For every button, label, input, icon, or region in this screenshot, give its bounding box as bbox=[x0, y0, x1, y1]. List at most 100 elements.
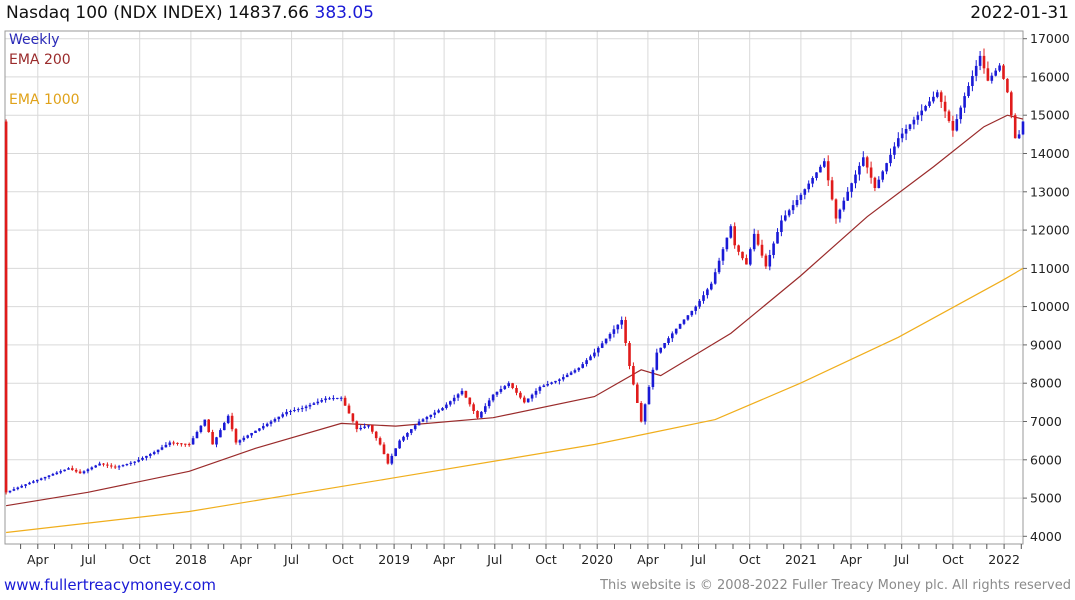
candle bbox=[289, 409, 292, 415]
y-tick-label: 8000 bbox=[1030, 376, 1062, 391]
candle bbox=[195, 430, 199, 439]
candle bbox=[815, 172, 818, 181]
candle bbox=[246, 434, 249, 439]
candle bbox=[772, 241, 775, 259]
y-tick-label: 10000 bbox=[1030, 299, 1070, 314]
candle bbox=[698, 299, 701, 309]
candle bbox=[371, 424, 374, 434]
candle bbox=[129, 461, 133, 466]
candle bbox=[78, 469, 82, 474]
candle bbox=[756, 230, 760, 247]
candle bbox=[495, 391, 499, 397]
candle bbox=[187, 442, 191, 447]
candle bbox=[382, 442, 386, 455]
candle bbox=[562, 374, 565, 382]
candle bbox=[16, 486, 20, 491]
candle bbox=[858, 162, 861, 181]
candle bbox=[297, 407, 300, 413]
candle bbox=[332, 395, 335, 401]
x-tick-label: Jul bbox=[486, 552, 502, 567]
candle bbox=[386, 453, 390, 465]
y-tick-label: 12000 bbox=[1030, 223, 1070, 238]
candle bbox=[616, 324, 620, 334]
candle bbox=[546, 380, 549, 387]
candle bbox=[378, 436, 382, 446]
candle bbox=[885, 162, 888, 175]
instrument-name: Nasdaq 100 (NDX INDEX) bbox=[6, 3, 223, 23]
candle bbox=[597, 346, 600, 357]
candle bbox=[803, 188, 807, 200]
ema-series-path bbox=[6, 114, 1024, 507]
candle bbox=[877, 176, 881, 189]
y-tick-label: 5000 bbox=[1030, 491, 1062, 506]
candle bbox=[998, 63, 1001, 73]
y-tick-label: 9000 bbox=[1030, 337, 1062, 352]
candle bbox=[156, 449, 160, 455]
x-axis: Apr Jul Oct 2018 Apr Jul Oct 2019 Apr Jul Oct 2020 A… bbox=[20, 544, 1022, 567]
candle bbox=[834, 198, 838, 224]
candle bbox=[149, 452, 152, 459]
candle bbox=[647, 385, 651, 405]
candle bbox=[281, 412, 284, 419]
x-tick-label: Apr bbox=[433, 552, 455, 567]
candle bbox=[55, 471, 59, 475]
candle bbox=[620, 316, 623, 329]
y-tick-label: 17000 bbox=[1030, 31, 1070, 46]
candle bbox=[223, 421, 226, 431]
candle bbox=[542, 384, 546, 388]
candle bbox=[663, 343, 666, 349]
candle bbox=[554, 380, 557, 384]
candle bbox=[819, 164, 822, 173]
x-tick-label: Oct bbox=[535, 552, 557, 567]
y-tick-label: 13000 bbox=[1030, 184, 1070, 199]
candle bbox=[102, 463, 105, 467]
candle bbox=[176, 442, 179, 446]
candle bbox=[764, 253, 768, 269]
candle bbox=[636, 382, 639, 403]
candle bbox=[776, 228, 779, 244]
candle bbox=[1006, 78, 1009, 94]
candle bbox=[534, 388, 538, 398]
x-tick-label: Apr bbox=[230, 552, 252, 567]
candle bbox=[971, 70, 974, 92]
x-tick-label: Jul bbox=[893, 552, 909, 567]
candle bbox=[137, 457, 140, 463]
candle bbox=[791, 200, 795, 214]
candle bbox=[226, 414, 230, 425]
candle bbox=[737, 244, 740, 256]
candle bbox=[269, 419, 273, 427]
candle bbox=[28, 481, 31, 485]
candle bbox=[671, 331, 674, 342]
candle bbox=[43, 476, 47, 481]
candle bbox=[425, 415, 429, 423]
candle bbox=[476, 410, 479, 419]
candle bbox=[507, 381, 510, 388]
candle bbox=[472, 402, 475, 414]
candle bbox=[982, 48, 986, 74]
candle bbox=[569, 370, 573, 376]
candle bbox=[986, 61, 990, 82]
candle bbox=[141, 456, 144, 461]
candle bbox=[581, 362, 584, 369]
candle bbox=[1017, 130, 1021, 139]
x-tick-label: Oct bbox=[129, 552, 151, 567]
candle bbox=[20, 484, 23, 489]
candle bbox=[593, 348, 596, 359]
candle bbox=[959, 105, 962, 124]
candle bbox=[577, 367, 581, 372]
x-tick-label: Oct bbox=[739, 552, 761, 567]
weekly-candles bbox=[4, 48, 1025, 495]
candle bbox=[846, 187, 849, 201]
candle bbox=[398, 439, 401, 449]
candle bbox=[865, 155, 869, 174]
candle bbox=[277, 416, 281, 422]
site-link[interactable]: www.fullertreacymoney.com bbox=[4, 576, 217, 594]
x-tick-label: Apr bbox=[840, 552, 862, 567]
candle bbox=[98, 461, 101, 466]
candle bbox=[180, 443, 183, 447]
candle bbox=[355, 420, 359, 433]
candle bbox=[437, 408, 440, 414]
candle bbox=[343, 395, 347, 406]
candle bbox=[612, 325, 616, 338]
